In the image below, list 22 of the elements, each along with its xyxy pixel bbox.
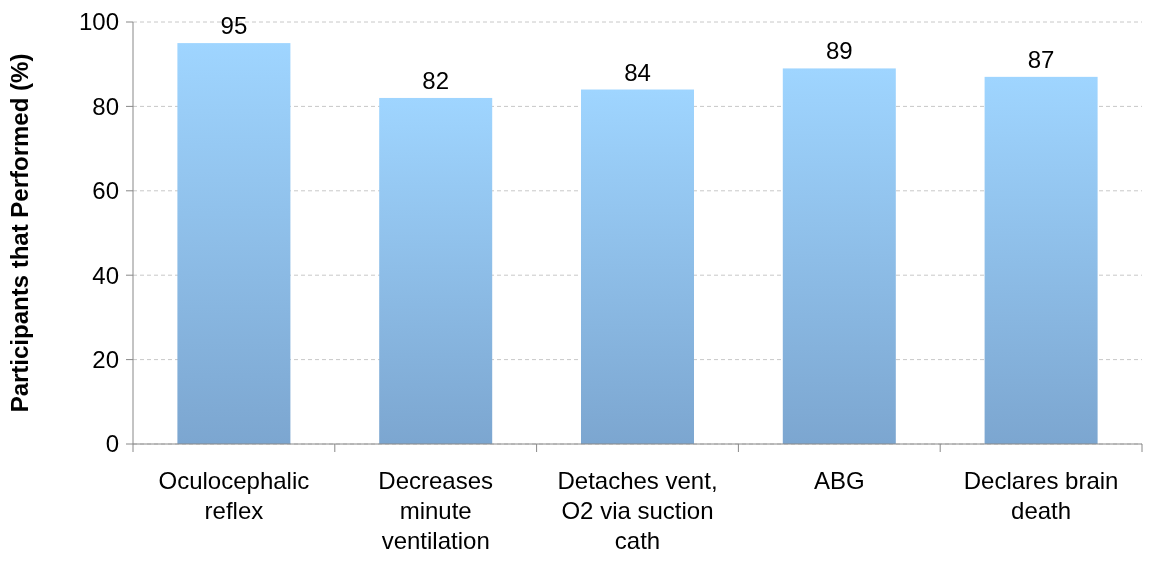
bar <box>581 89 694 444</box>
x-tick-label: Oculocephalic reflex <box>158 467 310 524</box>
x-tick-label: Detaches vent, O2 via suction cath <box>557 467 718 554</box>
data-label: 95 <box>220 12 248 40</box>
x-tick-label: Decreases minute ventilation <box>378 467 494 554</box>
x-tick-label: Declares brain death <box>963 467 1119 524</box>
bar <box>177 43 291 444</box>
y-tick-label: 80 <box>92 92 119 120</box>
y-axis-title: Participants that Performed (%) <box>6 53 33 413</box>
data-label: 84 <box>624 58 651 86</box>
y-tick-label: 100 <box>78 8 119 36</box>
bar <box>984 76 1098 444</box>
y-tick-label: 0 <box>105 430 119 458</box>
data-label: 82 <box>422 66 450 94</box>
x-tick-label: ABG <box>813 467 865 494</box>
y-tick-label: 40 <box>92 261 119 289</box>
bar <box>782 68 896 444</box>
y-tick-label: 60 <box>92 177 119 205</box>
data-label: 89 <box>825 37 853 65</box>
data-label: 87 <box>1027 45 1055 73</box>
bar <box>379 97 493 444</box>
y-tick-label: 20 <box>92 346 119 373</box>
